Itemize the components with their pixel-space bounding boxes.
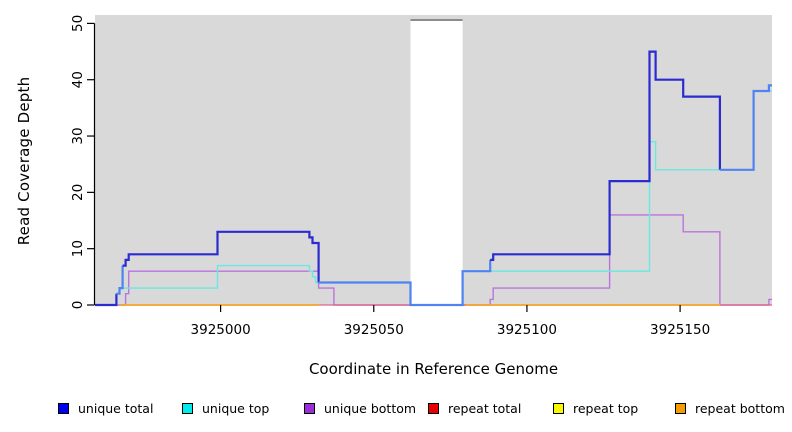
x-tick-label: 3925100 xyxy=(497,322,557,338)
unique-bottom-swatch-icon xyxy=(304,402,315,414)
legend-label: repeat top xyxy=(573,400,639,416)
y-tick-label: 30 xyxy=(70,127,86,144)
series-unique-total xyxy=(116,265,124,295)
legend-item-repeat-top: repeat top xyxy=(553,398,638,418)
x-tick-label: 3925050 xyxy=(344,322,404,338)
legend-label: unique bottom xyxy=(324,400,417,416)
series-unique-total xyxy=(719,84,772,171)
legend-item-unique-total: unique total xyxy=(58,398,153,418)
series-unique-total xyxy=(122,230,320,283)
y-tick-label: 0 xyxy=(70,301,86,310)
legend-item-repeat-total: repeat total xyxy=(428,398,521,418)
legend: unique total unique top unique bottom re… xyxy=(0,398,792,422)
series-unique-total xyxy=(318,259,492,307)
repeat-bottom-swatch-icon xyxy=(675,402,686,414)
repeat-top-swatch-icon xyxy=(553,402,564,414)
x-tick-label: 3925150 xyxy=(650,322,710,338)
x-tick-label: 3925000 xyxy=(191,322,251,338)
legend-label: unique total xyxy=(78,400,154,416)
series-unique-total xyxy=(95,293,118,307)
repeat-total-swatch-icon xyxy=(428,402,439,414)
legend-item-unique-top: unique top xyxy=(182,398,269,418)
legend-label: repeat total xyxy=(448,400,522,416)
y-axis-title: Read Coverage Depth xyxy=(15,76,33,246)
legend-label: repeat bottom xyxy=(695,400,785,416)
y-tick-label: 20 xyxy=(70,184,86,201)
legend-item-repeat-bottom: repeat bottom xyxy=(675,398,785,418)
legend-item-unique-bottom: unique bottom xyxy=(304,398,416,418)
unique-total-swatch-icon xyxy=(58,402,69,414)
x-axis-title: Coordinate in Reference Genome xyxy=(308,360,559,378)
y-tick-label: 40 xyxy=(70,71,86,88)
y-tick-label: 10 xyxy=(70,240,86,257)
masked-region xyxy=(410,20,463,305)
y-tick-label: 50 xyxy=(70,15,86,32)
series-unique-bottom xyxy=(95,214,772,306)
unique-top-swatch-icon xyxy=(182,402,193,414)
series-unique-total xyxy=(490,50,721,261)
legend-label: unique top xyxy=(202,400,270,416)
